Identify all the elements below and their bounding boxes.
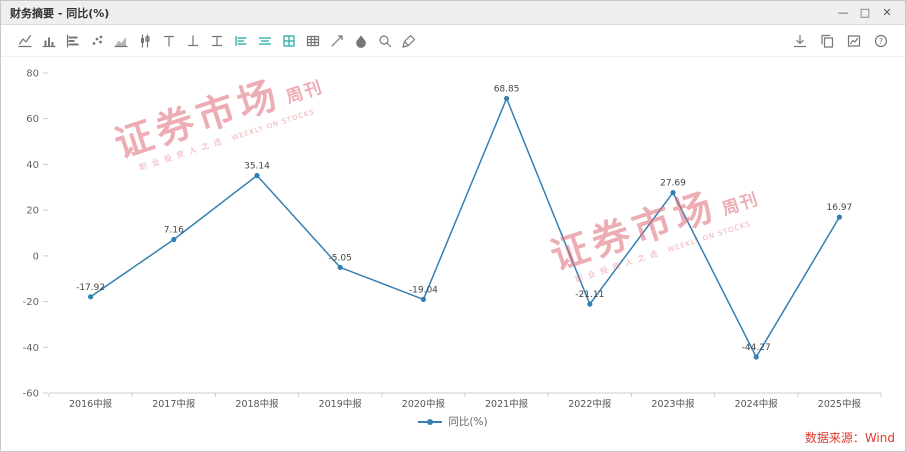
svg-text:2022中报: 2022中报 (568, 398, 612, 410)
column-chart-icon[interactable] (39, 31, 59, 51)
area-chart-icon[interactable] (111, 31, 131, 51)
chart-edit-icon[interactable] (844, 31, 864, 51)
svg-text:40: 40 (26, 160, 39, 171)
window-controls: — □ ✕ (834, 4, 896, 22)
zoom-icon[interactable] (375, 31, 395, 51)
window-title: 财务摘要 - 同比(%) (10, 6, 110, 20)
svg-text:-20: -20 (23, 297, 39, 308)
svg-text:-40: -40 (23, 343, 39, 354)
bottom-value-icon[interactable] (183, 31, 203, 51)
svg-text:2025中报: 2025中报 (818, 398, 862, 410)
chart-canvas[interactable]: 80 60 40 20 0 -20 -40 -60 2016中报 2017中报 2018中报 2019… (1, 57, 906, 413)
fill-color-icon[interactable] (351, 31, 371, 51)
data-source: 数据来源：Wind (804, 431, 895, 445)
svg-text:2021中报: 2021中报 (485, 398, 529, 410)
toolbar-right-group: ? (790, 31, 891, 51)
svg-text:60: 60 (26, 114, 39, 125)
legend-line-marker (418, 418, 443, 425)
legend-label: 同比(%) (448, 416, 488, 428)
scatter-chart-icon[interactable] (87, 31, 107, 51)
svg-text:35.14: 35.14 (244, 162, 270, 172)
svg-text:20: 20 (26, 206, 39, 217)
svg-text:2024中报: 2024中报 (735, 398, 779, 410)
candlestick-icon[interactable] (135, 31, 155, 51)
svg-text:-17.92: -17.92 (76, 283, 105, 293)
brush-icon[interactable] (399, 31, 419, 51)
help-icon[interactable]: ? (871, 31, 891, 51)
svg-text:-60: -60 (23, 389, 39, 400)
download-icon[interactable] (790, 31, 810, 51)
chart-area: 80 60 40 20 0 -20 -40 -60 2016中报 2017中报 2018中报 2019… (1, 57, 905, 451)
title-bar: 财务摘要 - 同比(%) — □ ✕ (1, 1, 905, 25)
svg-text:2019中报: 2019中报 (319, 398, 363, 410)
svg-text:-19.04: -19.04 (409, 285, 438, 295)
toolbar-left-group (15, 31, 419, 51)
svg-text:2020中报: 2020中报 (402, 398, 446, 410)
svg-text:2023中报: 2023中报 (651, 398, 695, 410)
line-chart-icon[interactable] (15, 31, 35, 51)
svg-text:2017中报: 2017中报 (152, 398, 196, 410)
svg-text:?: ? (879, 36, 883, 45)
svg-text:-44.27: -44.27 (742, 343, 771, 353)
axis-both-icon[interactable] (255, 31, 275, 51)
close-button[interactable]: ✕ (882, 6, 892, 19)
legend-item[interactable]: 同比(%) (1, 414, 905, 429)
maximize-button[interactable]: □ (859, 6, 871, 19)
svg-text:7.16: 7.16 (164, 226, 184, 236)
copy-icon[interactable] (817, 31, 837, 51)
top-value-icon[interactable] (159, 31, 179, 51)
svg-text:-21.11: -21.11 (575, 290, 604, 300)
axis-left-icon[interactable] (231, 31, 251, 51)
svg-text:80: 80 (26, 69, 39, 80)
svg-text:27.69: 27.69 (660, 179, 686, 189)
bar-chart-icon[interactable] (63, 31, 83, 51)
svg-text:2018中报: 2018中报 (235, 398, 279, 410)
trend-line-icon[interactable] (327, 31, 347, 51)
data-table-icon[interactable] (303, 31, 323, 51)
svg-text:68.85: 68.85 (494, 85, 520, 95)
svg-text:-5.05: -5.05 (329, 253, 352, 263)
svg-text:16.97: 16.97 (827, 203, 853, 213)
grid-view-icon[interactable] (279, 31, 299, 51)
toolbar: ? (1, 25, 905, 57)
svg-text:2016中报: 2016中报 (69, 398, 113, 410)
svg-text:0: 0 (33, 251, 39, 262)
minimize-button[interactable]: — (837, 6, 849, 19)
interval-icon[interactable] (207, 31, 227, 51)
